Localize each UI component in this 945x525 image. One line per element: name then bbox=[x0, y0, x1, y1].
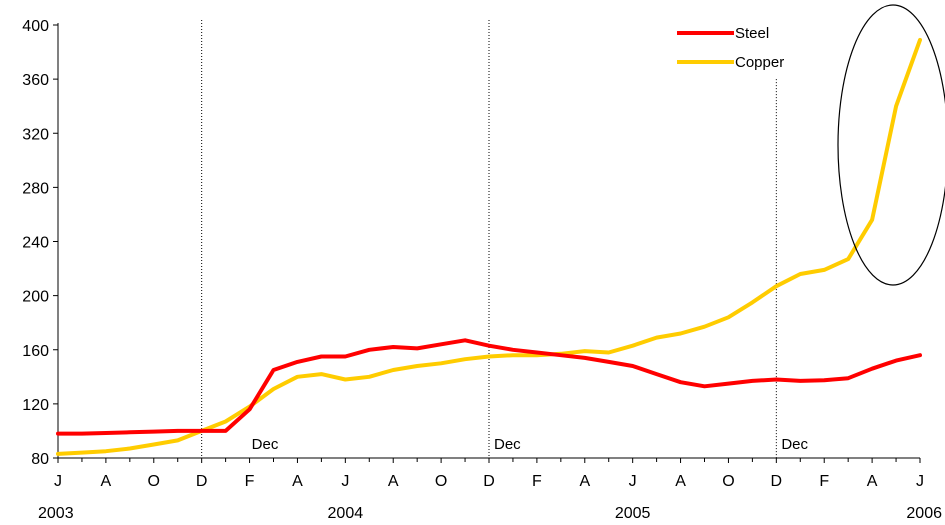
x-month-label: J bbox=[916, 473, 924, 490]
highlight-ellipse bbox=[837, 4, 945, 286]
series-line-steel bbox=[56, 338, 922, 436]
x-axis-ticks: J A O D F A J A O D F A J A O D F A J 2003 2004 2005 2006 bbox=[38, 458, 942, 522]
x-month-label: F bbox=[819, 473, 829, 490]
x-month-label: A bbox=[579, 473, 590, 490]
y-tick-label: 200 bbox=[22, 289, 49, 306]
x-month-label: J bbox=[629, 473, 637, 490]
x-month-label: O bbox=[435, 473, 447, 490]
x-month-label: J bbox=[54, 473, 62, 490]
series-line-copper bbox=[56, 37, 922, 456]
y-tick-label: 400 bbox=[22, 18, 49, 35]
x-year-label: 2006 bbox=[906, 505, 942, 522]
x-month-label: F bbox=[532, 473, 542, 490]
x-year-label: 2003 bbox=[38, 505, 74, 522]
x-month-label: D bbox=[771, 473, 783, 490]
x-month-label: A bbox=[675, 473, 686, 490]
dec-annotation: Dec bbox=[252, 436, 279, 453]
legend-label-copper: Copper bbox=[735, 54, 784, 71]
dec-annotation: Dec bbox=[781, 436, 808, 453]
x-month-label: F bbox=[245, 473, 255, 490]
x-month-label: D bbox=[196, 473, 208, 490]
y-tick-label: 320 bbox=[22, 126, 49, 143]
y-tick-label: 80 bbox=[31, 451, 49, 468]
legend-label-steel: Steel bbox=[735, 25, 769, 42]
series-lines bbox=[56, 37, 922, 456]
x-month-label: A bbox=[292, 473, 303, 490]
x-year-label: 2004 bbox=[328, 505, 364, 522]
x-month-label: D bbox=[483, 473, 495, 490]
december-reference-lines: Dec Dec Dec bbox=[201, 20, 809, 458]
x-year-label: 2005 bbox=[615, 505, 651, 522]
y-tick-label: 160 bbox=[22, 343, 49, 360]
x-month-label: A bbox=[101, 473, 112, 490]
dec-annotation: Dec bbox=[494, 436, 521, 453]
y-tick-label: 360 bbox=[22, 72, 49, 89]
y-tick-label: 120 bbox=[22, 397, 49, 414]
x-month-label: O bbox=[148, 473, 160, 490]
x-month-label: A bbox=[388, 473, 399, 490]
y-axis-ticks: 80 120 160 200 240 280 320 360 400 bbox=[22, 18, 58, 468]
x-month-label: J bbox=[341, 473, 349, 490]
y-tick-label: 280 bbox=[22, 180, 49, 197]
legend: Steel Copper bbox=[677, 25, 784, 71]
x-month-label: A bbox=[867, 473, 878, 490]
y-tick-label: 240 bbox=[22, 235, 49, 252]
x-month-label: O bbox=[722, 473, 734, 490]
